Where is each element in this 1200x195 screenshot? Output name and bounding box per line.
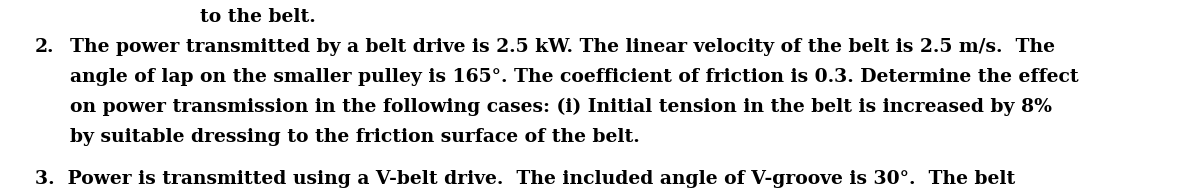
Text: to the belt.: to the belt.	[200, 8, 316, 26]
Text: by suitable dressing to the friction surface of the belt.: by suitable dressing to the friction sur…	[70, 128, 640, 146]
Text: The power transmitted by a belt drive is 2.5 kW. The linear velocity of the belt: The power transmitted by a belt drive is…	[70, 38, 1055, 56]
Text: angle of lap on the smaller pulley is 165°. The coefficient of friction is 0.3. : angle of lap on the smaller pulley is 16…	[70, 68, 1079, 86]
Text: 3.  Power is transmitted using a V-belt drive.  The included angle of V-groove i: 3. Power is transmitted using a V-belt d…	[35, 170, 1015, 188]
Text: on power transmission in the following cases: (i) Initial tension in the belt is: on power transmission in the following c…	[70, 98, 1052, 116]
Text: 2.: 2.	[35, 38, 54, 56]
